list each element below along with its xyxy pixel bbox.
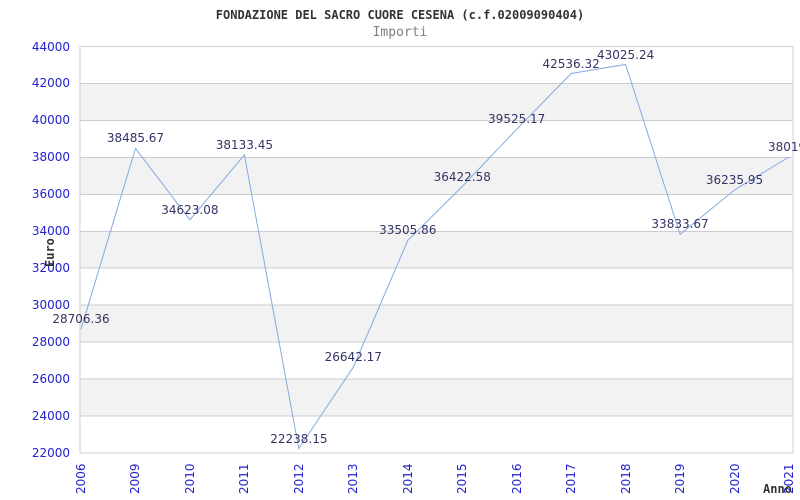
y-tick-label: 32000: [31, 261, 70, 276]
data-point-label: 26642.17: [324, 350, 382, 365]
plot-band: [80, 379, 793, 417]
y-tick-label: 28000: [31, 335, 70, 350]
chart-title: FONDAZIONE DEL SACRO CUORE CESENA (c.f.0…: [215, 8, 585, 22]
y-tick-label: 34000: [31, 224, 70, 239]
x-tick-label: 2011: [237, 463, 252, 494]
x-tick-label: 2016: [509, 463, 524, 494]
y-tick-label: 44000: [31, 39, 70, 54]
x-tick-label: 2018: [618, 463, 633, 494]
x-axis-title: Anno: [763, 482, 792, 496]
plot-band: [80, 120, 793, 158]
data-point-label: 43025.24: [596, 47, 655, 62]
y-tick-label: 30000: [31, 298, 70, 313]
data-point-label: 36422.58: [433, 169, 491, 184]
plot-band: [80, 416, 793, 453]
x-tick-label: 2019: [673, 463, 688, 494]
y-tick-label: 26000: [31, 372, 70, 387]
x-tick-label: 2015: [455, 463, 470, 494]
data-point-label: 38019.: [768, 140, 800, 154]
plot-band: [80, 268, 793, 306]
y-tick-label: 38000: [31, 150, 70, 165]
data-point-label: 38133.45: [215, 137, 273, 152]
y-tick-label: 36000: [31, 187, 70, 202]
data-point-label: 38485.67: [106, 131, 165, 146]
y-tick-label: 22000: [31, 446, 70, 460]
data-point-label: 42536.32: [542, 56, 600, 71]
x-tick-label: 2014: [400, 463, 415, 494]
data-point-label: 33833.67: [651, 217, 709, 232]
chart-subtitle: Importi: [372, 25, 428, 40]
plot-band: [80, 231, 793, 269]
data-point-label: 34623.08: [161, 202, 219, 217]
x-tick-label: 2020: [727, 463, 742, 494]
x-tick-label: 2013: [346, 463, 361, 494]
data-point-label: 28706.36: [52, 312, 110, 327]
y-axis-title: Euro: [43, 238, 57, 267]
data-point-label: 36235.95: [705, 172, 764, 187]
plot-band: [80, 46, 793, 84]
plot-band: [80, 305, 793, 343]
x-tick-label: 2006: [74, 463, 88, 494]
x-tick-label: 2012: [291, 463, 306, 494]
series-line: [80, 63, 790, 450]
data-point-label: 39525.17: [488, 112, 546, 127]
x-tick-label: 2009: [128, 463, 143, 494]
x-tick-label: 2010: [182, 463, 197, 494]
y-tick-label: 40000: [31, 113, 70, 128]
x-tick-label: 2017: [564, 463, 579, 494]
plot-band: [80, 83, 793, 121]
data-point-label: 33505.86: [379, 223, 437, 238]
data-point-label: 22238.15: [270, 431, 328, 446]
plot-border: [79, 46, 794, 454]
plot-band: [80, 194, 793, 232]
plot-band: [80, 157, 793, 195]
y-tick-label: 42000: [31, 76, 70, 91]
y-tick-label: 24000: [31, 409, 70, 424]
plot-band: [80, 342, 793, 380]
